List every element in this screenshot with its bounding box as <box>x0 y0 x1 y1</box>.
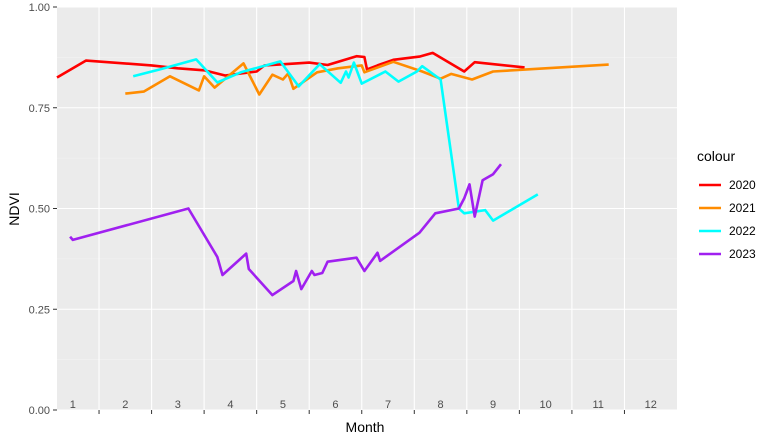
month-label: 4 <box>227 399 233 411</box>
y-tick-label: 0.75 <box>29 103 50 115</box>
month-labels: 1 2 3 4 5 6 7 8 9 10 11 12 <box>70 399 657 411</box>
y-axis-title: NDVI <box>6 192 22 225</box>
y-tick-label: 0.50 <box>29 204 50 216</box>
legend-label-2020: 2020 <box>729 178 756 192</box>
series-line-2023 <box>69 163 503 297</box>
legend-title: colour <box>697 148 735 164</box>
grid-major <box>57 6 677 411</box>
y-tick-label: 0.00 <box>29 405 50 417</box>
month-label: 6 <box>332 399 338 411</box>
x-axis-title: Month <box>346 419 385 435</box>
month-label: 10 <box>540 399 552 411</box>
legend: colour 2020 2021 2022 2023 <box>697 148 756 261</box>
month-label: 12 <box>645 399 657 411</box>
month-label: 9 <box>490 399 496 411</box>
series-lines <box>56 51 609 297</box>
series-line-2020 <box>56 51 525 79</box>
y-tick-label: 1.00 <box>29 2 50 14</box>
legend-label-2021: 2021 <box>729 201 756 215</box>
month-label: 3 <box>175 399 181 411</box>
y-tick-label: 0.25 <box>29 304 50 316</box>
month-label: 1 <box>70 399 76 411</box>
x-axis <box>98 410 625 414</box>
month-label: 8 <box>437 399 443 411</box>
y-axis: 0.00 0.25 0.50 0.75 1.00 <box>29 2 57 417</box>
grid-minor <box>57 57 677 360</box>
series-line-2022 <box>132 58 539 222</box>
legend-label-2022: 2022 <box>729 224 756 238</box>
month-label: 5 <box>280 399 286 411</box>
month-label: 7 <box>385 399 391 411</box>
month-label: 2 <box>122 399 128 411</box>
legend-label-2023: 2023 <box>729 247 756 261</box>
month-label: 11 <box>592 399 603 411</box>
